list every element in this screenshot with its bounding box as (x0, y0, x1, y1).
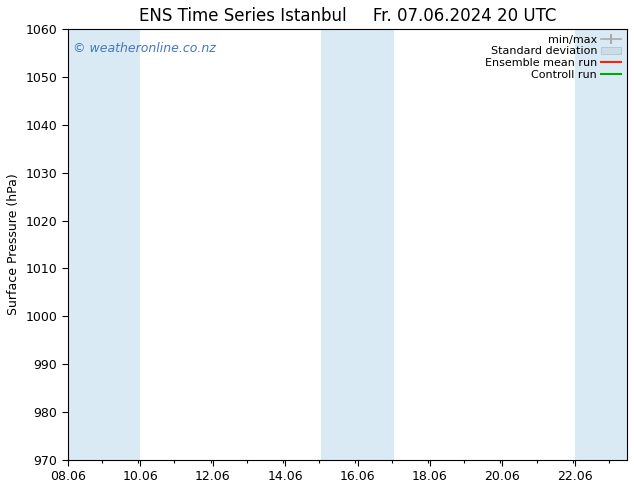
Bar (68, 29, 140, 460)
Title: ENS Time Series Istanbul     Fr. 07.06.2024 20 UTC: ENS Time Series Istanbul Fr. 07.06.2024 … (139, 7, 556, 25)
Bar (575, 29, 634, 460)
Y-axis label: Surface Pressure (hPa): Surface Pressure (hPa) (7, 173, 20, 316)
Text: © weatheronline.co.nz: © weatheronline.co.nz (74, 42, 216, 55)
Legend: min/max, Standard deviation, Ensemble mean run, Controll run: min/max, Standard deviation, Ensemble me… (482, 33, 624, 82)
Bar (321, 29, 394, 460)
